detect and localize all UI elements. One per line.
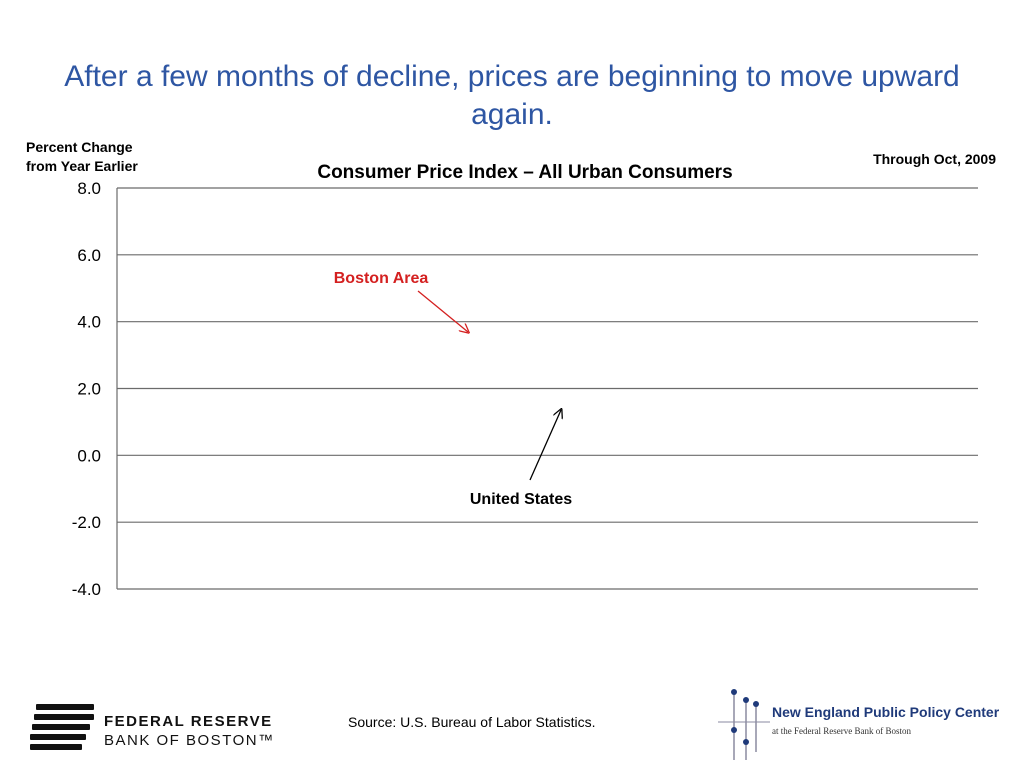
- slide-title: After a few months of decline, prices ar…: [64, 60, 960, 131]
- united-states-annotation: United States: [470, 491, 572, 508]
- frb-logo-line1: FEDERAL RESERVE: [104, 713, 273, 730]
- boston-area-annotation-arrow: [417, 290, 468, 332]
- y-tick-label: 8.0: [77, 179, 101, 198]
- y-tick-label: 4.0: [77, 313, 101, 332]
- source-note: Source: U.S. Bureau of Labor Statistics.: [348, 714, 596, 730]
- y-axis-label-line1: Percent Change: [26, 139, 133, 155]
- cpi-line-chart: -4.0-2.00.02.04.06.08.0Nov-1992Nov-1993N…: [72, 179, 978, 599]
- y-tick-label: -2.0: [72, 513, 101, 532]
- y-tick-label: 0.0: [77, 446, 101, 465]
- frb-boston-logo: FEDERAL RESERVE BANK OF BOSTON™: [30, 702, 300, 754]
- chart-title: Consumer Price Index – All Urban Consume…: [317, 162, 733, 183]
- neppc-pins-icon: [718, 689, 770, 760]
- neppc-logo-line2: at the Federal Reserve Bank of Boston: [772, 726, 911, 736]
- y-axis-label: Percent Change from Year Earlier: [26, 138, 186, 176]
- y-axis-label-line2: from Year Earlier: [26, 158, 138, 174]
- y-tick-label: -4.0: [72, 580, 101, 599]
- frb-bars-icon: [30, 704, 94, 752]
- frb-logo-line2: BANK OF BOSTON™: [104, 732, 275, 749]
- united-states-annotation-arrow: [529, 410, 561, 481]
- y-tick-label: 2.0: [77, 380, 101, 399]
- y-tick-label: 6.0: [77, 246, 101, 265]
- neppc-logo: New England Public Policy Center at the …: [712, 682, 1002, 762]
- through-date-label: Through Oct, 2009: [873, 151, 996, 167]
- neppc-logo-line1: New England Public Policy Center: [772, 704, 1000, 720]
- boston-area-annotation: Boston Area: [334, 270, 429, 287]
